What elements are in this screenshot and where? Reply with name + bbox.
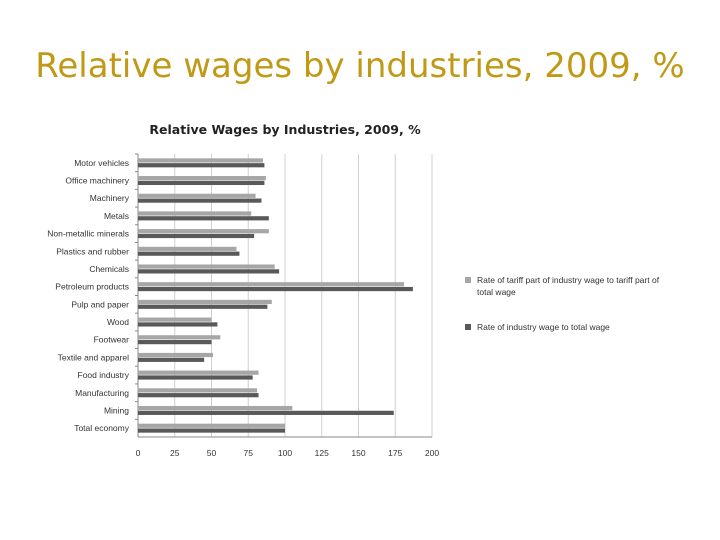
bar-0-7 (138, 282, 405, 287)
x-tick-label-6: 150 (351, 448, 365, 458)
bar-0-15 (138, 423, 285, 428)
bar-0-13 (138, 388, 258, 393)
bar-1-5 (138, 251, 240, 256)
bar-1-1 (138, 180, 265, 186)
category-label-0: Motor vehicles (74, 158, 129, 168)
category-label-14: Mining (104, 405, 129, 415)
legend-label-tariff: Rate of tariff part of industry wage to … (477, 275, 660, 297)
bar-1-12 (138, 375, 253, 380)
category-label-13: Manufacturing (75, 388, 129, 398)
bar-1-15 (138, 428, 285, 433)
category-label-9: Wood (107, 317, 129, 327)
bar-0-14 (138, 405, 293, 411)
x-tick-label-2: 50 (207, 448, 217, 458)
category-label-3: Metals (104, 211, 129, 221)
bar-1-6 (138, 269, 280, 274)
bar-0-10 (138, 335, 221, 340)
bar-0-4 (138, 229, 269, 234)
bar-1-9 (138, 322, 218, 327)
category-label-7: Petroleum products (55, 282, 129, 292)
legend-swatch-wage (465, 324, 471, 330)
chart-title: Relative Wages by Industries, 2009, % (149, 122, 421, 137)
bar-0-1 (138, 176, 266, 181)
x-tick-label-3: 75 (244, 448, 254, 458)
category-label-15: Total economy (74, 423, 130, 433)
category-label-5: Plastics and rubber (56, 246, 129, 256)
category-label-4: Non-metallic minerals (47, 229, 129, 239)
x-tick-label-5: 125 (315, 448, 329, 458)
bar-1-0 (138, 163, 265, 168)
legend-swatch-tariff (465, 277, 471, 283)
bar-1-13 (138, 393, 259, 398)
bar-0-0 (138, 158, 263, 163)
bar-1-11 (138, 357, 205, 362)
bar-0-11 (138, 352, 213, 358)
bar-0-8 (138, 299, 272, 305)
bar-0-2 (138, 193, 256, 198)
bar-0-3 (138, 211, 252, 216)
x-tick-label-7: 175 (388, 448, 402, 458)
legend-item-wage: Rate of industry wage to total wage (465, 321, 667, 333)
bar-0-6 (138, 264, 275, 269)
category-label-10: Footwear (94, 335, 130, 345)
bar-1-4 (138, 233, 255, 239)
bar-0-12 (138, 370, 259, 375)
x-tick-label-8: 200 (425, 448, 439, 458)
bar-1-8 (138, 304, 268, 309)
bar-1-10 (138, 340, 212, 345)
category-label-12: Food industry (78, 370, 130, 380)
legend-label-wage: Rate of industry wage to total wage (477, 322, 610, 332)
legend-item-tariff: Rate of tariff part of industry wage to … (465, 274, 667, 298)
bar-0-9 (138, 317, 212, 322)
slide-title: Relative wages by industries, 2009, % (35, 46, 685, 86)
category-label-2: Machinery (90, 193, 130, 203)
category-label-8: Pulp and paper (71, 299, 129, 309)
category-label-11: Textile and apparel (58, 352, 129, 362)
bar-1-2 (138, 198, 262, 203)
category-label-1: Office machinery (65, 176, 129, 186)
category-label-6: Chemicals (89, 264, 129, 274)
x-tick-label-4: 100 (278, 448, 292, 458)
bar-1-7 (138, 286, 413, 292)
bar-1-14 (138, 410, 394, 415)
bar-1-3 (138, 216, 269, 221)
bar-0-5 (138, 246, 237, 251)
x-tick-label-0: 0 (136, 448, 141, 458)
x-tick-label-1: 25 (170, 448, 180, 458)
